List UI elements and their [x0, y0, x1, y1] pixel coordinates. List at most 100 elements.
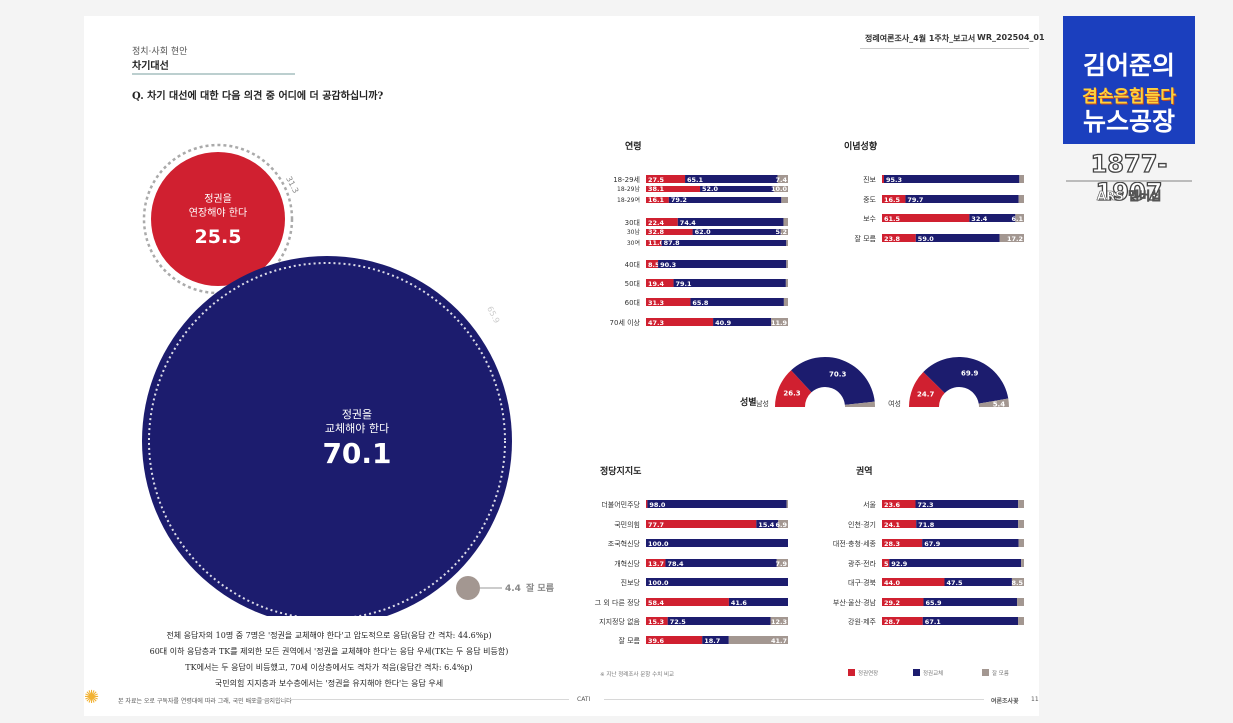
data-label: 61.5 — [884, 215, 901, 223]
dk-label: 잘 모름 — [526, 582, 554, 594]
data-label: 8.5 — [1011, 579, 1023, 587]
legend-label: 잘 모름 — [992, 669, 1009, 677]
data-label: 28.3 — [884, 540, 900, 548]
category-label: 진보당 — [621, 578, 641, 587]
data-label: 31.3 — [648, 299, 664, 307]
bar-segment — [728, 598, 788, 606]
data-label: 62.0 — [695, 228, 712, 236]
data-label: 11.0 — [648, 239, 665, 247]
bar-segment — [882, 175, 884, 183]
data-label: 13.7 — [648, 560, 664, 568]
bar-segment — [677, 218, 784, 226]
bar-segment — [646, 175, 686, 183]
bar-segment — [969, 214, 1016, 222]
data-label: 72.3 — [918, 501, 934, 509]
summary-line: 60대 이하 응답층과 TK를 제외한 모든 권역에서 '정권을 교체해야 한다… — [149, 647, 509, 656]
left-panel: 정치·사회 현안 차기대선 Q. 차기 대선에 대한 다음 의견 중 어디에 더… — [84, 16, 574, 716]
question-text: Q. 차기 대선에 대한 다음 의견 중 어디에 더 공감하십니까? — [132, 91, 384, 102]
data-label: 7.9 — [775, 560, 787, 568]
category-label: 중도 — [863, 196, 876, 204]
category-label: 강원·제주 — [848, 617, 877, 626]
extend-label-1: 정권을 — [204, 193, 232, 205]
category-label: 대구·경북 — [848, 578, 877, 587]
bar-segment — [922, 617, 1019, 625]
bar-segment — [882, 539, 923, 547]
footer-rule-left — [249, 699, 569, 700]
bar-segment — [646, 279, 674, 287]
bar-segment — [915, 234, 1000, 242]
bubble-chart: 정권을 연장해야 한다 25.5 31.3 정권을 교체해야 한다 70.1 6… — [142, 143, 554, 616]
legend-swatch — [848, 669, 855, 676]
bar-segment — [646, 539, 788, 547]
data-label: 27.5 — [648, 176, 665, 184]
data-label: 32.4 — [971, 215, 988, 223]
logo-divider — [1066, 180, 1192, 182]
category-label: 그 외 다른 정당 — [595, 598, 641, 607]
bar-segment — [915, 500, 1019, 508]
bar-segment — [1018, 195, 1024, 203]
category-label: 잘 모름 — [854, 235, 876, 243]
bar-segment — [883, 175, 1020, 183]
data-label: 67.1 — [925, 618, 942, 626]
bar-segment — [646, 218, 678, 226]
gauge-slice — [978, 398, 1009, 407]
bar-segment — [646, 500, 648, 508]
bar-segment — [690, 298, 784, 306]
data-label: 65.8 — [692, 299, 709, 307]
bar-segment — [771, 318, 788, 326]
data-label: 11.9 — [771, 319, 788, 327]
data-label: 22.4 — [648, 219, 665, 227]
footer-note: 본 자료는 오로 구독자를 연령대에 따라 그래, 국민 배포를 금지합니다 — [118, 698, 292, 705]
bar-segment — [646, 598, 729, 606]
bar-segment — [783, 218, 788, 226]
chart-title: 연령 — [625, 140, 642, 152]
data-label: 26.3 — [783, 390, 800, 398]
flower-logo-icon: ✺ — [84, 687, 100, 708]
category-label: 보수 — [863, 215, 876, 223]
bar-segment — [1019, 175, 1024, 183]
bar-segment — [673, 279, 786, 287]
chart-title: 권역 — [856, 465, 873, 477]
summary-line: TK에서는 두 응답이 비등했고, 70세 이상층에서도 격차가 적음(응답간 … — [185, 663, 473, 672]
report-name: 정례여론조사_4월 1주차_보고서 — [865, 34, 976, 43]
data-label: 39.6 — [648, 637, 665, 645]
bar-segment — [882, 500, 916, 508]
bar-segment — [646, 520, 757, 528]
bar-segment — [646, 260, 659, 268]
bar-segment — [777, 175, 788, 183]
chart-note: ※ 지난 정례조사 문항 수치 비교 — [600, 670, 674, 678]
summary-line: 전체 응답자의 10명 중 7명은 '정권을 교체해야 한다'고 압도적으로 응… — [166, 631, 492, 640]
category-label: 진보 — [863, 175, 876, 184]
data-label: 72.5 — [670, 618, 687, 626]
category-label: 서울 — [863, 500, 876, 509]
category-label: 대전·충청·세종 — [833, 539, 877, 548]
bar-segment — [785, 279, 788, 287]
bar-segment — [646, 617, 668, 625]
bar-segment — [1017, 598, 1024, 606]
bar-segment — [646, 578, 788, 586]
data-label: 8.5 — [648, 261, 660, 269]
bar-segment — [646, 197, 669, 203]
bar-segment — [1018, 520, 1024, 528]
category-label: 조국혁신당 — [608, 539, 641, 548]
chart-title: 성별 — [740, 396, 757, 408]
replace-bubble — [142, 256, 512, 616]
data-label: 38.1 — [648, 185, 665, 193]
category-label: 국민의힘 — [614, 520, 640, 529]
data-label: 44.0 — [884, 579, 901, 587]
data-label: 65.9 — [926, 599, 943, 607]
legend-swatch — [982, 669, 989, 676]
data-label: 24.1 — [884, 521, 901, 529]
bar-segment — [923, 598, 1018, 606]
data-label: 70.3 — [829, 370, 846, 378]
bar-segment — [882, 559, 890, 567]
data-label: 32.8 — [648, 228, 665, 236]
data-label: 41.6 — [731, 599, 748, 607]
gauge-slice — [791, 356, 875, 405]
summary-text: 전체 응답자의 10명 중 7명은 '정권을 교체해야 한다'고 압도적으로 응… — [144, 628, 514, 692]
bar-segment — [646, 559, 666, 567]
data-label: 15.3 — [648, 618, 664, 626]
data-label: 5.4 — [993, 401, 1006, 409]
gauge-slice — [923, 357, 1009, 404]
extend-bubble — [151, 152, 285, 286]
